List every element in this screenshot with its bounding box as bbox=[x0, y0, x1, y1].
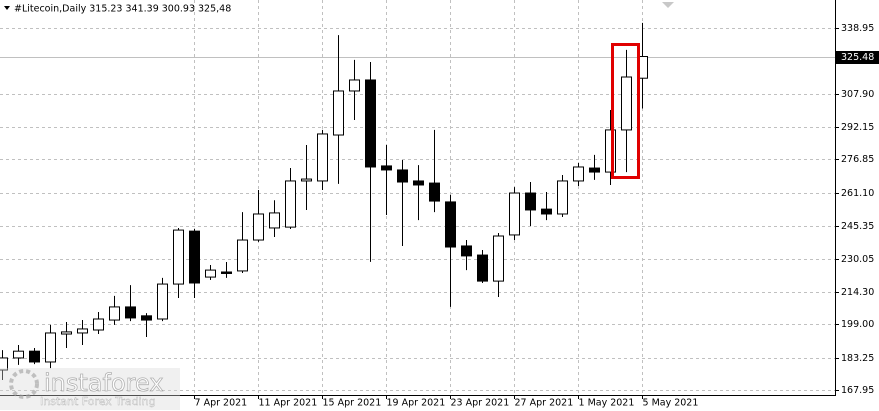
candle-body bbox=[13, 350, 24, 359]
candle-body bbox=[157, 283, 168, 320]
y-tick-label: 214.30 bbox=[841, 287, 874, 298]
candle-body bbox=[493, 235, 504, 282]
candle-body bbox=[29, 350, 40, 363]
candle-body bbox=[413, 180, 424, 186]
x-tick-label: 19 Apr 2021 bbox=[387, 398, 446, 409]
shift-marker bbox=[662, 2, 674, 8]
candle-body bbox=[205, 269, 216, 278]
candle-body bbox=[557, 180, 568, 215]
x-tick-label: 23 Apr 2021 bbox=[451, 398, 510, 409]
y-tick-label: 292.15 bbox=[841, 122, 874, 133]
y-tick-label: 338.95 bbox=[841, 23, 874, 34]
y-tick-label: 199.00 bbox=[841, 319, 874, 330]
x-tick-label: 11 Apr 2021 bbox=[259, 398, 318, 409]
price-label-bg bbox=[836, 51, 879, 64]
y-tick-label: 230.05 bbox=[841, 254, 874, 265]
candle-body bbox=[125, 306, 136, 319]
candle-body bbox=[173, 229, 184, 285]
price-label: 325.48 bbox=[841, 52, 874, 63]
candle-body bbox=[61, 331, 72, 335]
y-tick-label: 167.95 bbox=[841, 385, 874, 396]
candle-body bbox=[253, 213, 264, 241]
chart-header: #Litecoin,Daily 315.23 341.39 300.93 325… bbox=[14, 4, 231, 15]
y-tick-label: 245.35 bbox=[841, 221, 874, 232]
candle-body bbox=[365, 79, 376, 168]
candle-body bbox=[381, 165, 392, 171]
candle-body bbox=[221, 271, 232, 274]
watermark-text: instaforex bbox=[44, 369, 164, 397]
candle-body bbox=[621, 76, 632, 131]
candle-body bbox=[589, 167, 600, 173]
candle-body bbox=[525, 192, 536, 211]
candle-body bbox=[445, 201, 456, 248]
candle-body bbox=[477, 254, 488, 282]
watermark-subtitle: Instant Forex Trading bbox=[40, 395, 156, 408]
candle-body bbox=[0, 357, 8, 371]
x-tick-label: 5 May 2021 bbox=[643, 398, 699, 409]
highlight-box bbox=[611, 43, 640, 179]
x-tick-label: 15 Apr 2021 bbox=[323, 398, 382, 409]
candle-body bbox=[77, 328, 88, 334]
watermark: instaforex Instant Forex Trading bbox=[0, 368, 180, 410]
candle-body bbox=[333, 90, 344, 136]
candle-body bbox=[189, 230, 200, 284]
menu-arrow[interactable] bbox=[4, 6, 10, 10]
grid-layer bbox=[0, 0, 835, 395]
candle-body bbox=[461, 245, 472, 257]
plot-layer bbox=[0, 22, 648, 380]
watermark-bg bbox=[0, 368, 180, 410]
candle-body bbox=[573, 166, 584, 182]
watermark-logo bbox=[9, 369, 39, 399]
x-tick-label: 7 Apr 2021 bbox=[195, 398, 248, 409]
candle-body bbox=[397, 169, 408, 183]
candle-body bbox=[317, 133, 328, 182]
x-tick-label: 27 Apr 2021 bbox=[515, 398, 574, 409]
y-tick-label: 276.85 bbox=[841, 154, 874, 165]
candle-body bbox=[285, 180, 296, 228]
candle-body bbox=[269, 212, 280, 229]
candle-body bbox=[541, 208, 552, 215]
candle-body bbox=[509, 192, 520, 236]
x-tick-label: 1 May 2021 bbox=[579, 398, 635, 409]
candle-body bbox=[141, 315, 152, 321]
candle-body bbox=[349, 79, 360, 92]
y-tick-label: 307.90 bbox=[841, 89, 874, 100]
y-tick-label: 261.10 bbox=[841, 188, 874, 199]
candle-body bbox=[45, 332, 56, 363]
candle-body bbox=[237, 239, 248, 272]
candle-body bbox=[109, 306, 120, 321]
candle-body bbox=[301, 178, 312, 182]
candle-body bbox=[605, 129, 616, 173]
candle-body bbox=[429, 182, 440, 202]
candle-body bbox=[93, 318, 104, 331]
y-tick-label: 183.25 bbox=[841, 353, 874, 364]
